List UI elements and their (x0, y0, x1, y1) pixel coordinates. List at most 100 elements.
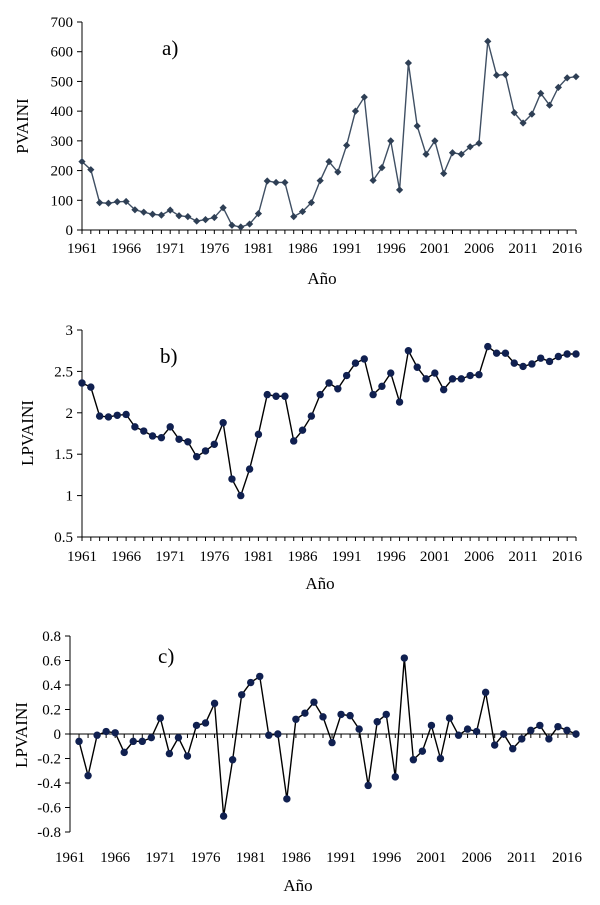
panel-a-data-point (201, 216, 210, 224)
panel-b-data-point (448, 375, 457, 383)
panel-c-data-point (364, 781, 372, 790)
panel-c-x-tick-label: 1996 (371, 850, 402, 866)
panel-c-data-point (228, 756, 237, 764)
panel-b-data-point (131, 423, 139, 431)
panel-b-data-point (307, 412, 316, 420)
panel-b-data-point (201, 447, 210, 455)
panel-b-data-point (316, 390, 324, 399)
panel-a-data-point (440, 169, 448, 178)
panel-c-data-point (174, 733, 183, 742)
panel-a-data-point (104, 199, 113, 207)
panel-b-data-point (140, 427, 148, 435)
panel-b-data-point (360, 355, 368, 363)
panel-b-data-point (334, 385, 342, 393)
panel-a-data-point (228, 221, 236, 229)
panel-c-label: c) (158, 644, 174, 668)
panel-a-x-tick-label: 1996 (376, 241, 407, 257)
panel-a-data-point (131, 206, 139, 214)
panel-b-data-point (184, 438, 192, 446)
panel-b-data-point (113, 411, 121, 419)
panel-b-data-point (290, 437, 298, 445)
panel-a-data-point (378, 164, 386, 172)
panel-b-data-point (378, 382, 386, 391)
panel-b-data-point (404, 347, 413, 355)
panel-c-data-point (527, 726, 535, 735)
panel-a-data-point (501, 70, 510, 79)
panel-c-data-point (310, 698, 318, 706)
panel-b-x-tick-label: 1966 (111, 549, 142, 565)
panel-a-data-point (96, 199, 104, 207)
panel-b-data-point (492, 349, 501, 357)
panel-a-x-tick-label: 2011 (508, 241, 537, 257)
panel-b-data-point (263, 390, 271, 399)
panel-a-data-point (272, 178, 280, 187)
panel-a-x-tick-label: 1981 (243, 241, 273, 257)
panel-c-data-point (93, 731, 101, 739)
panel-b-data-point (219, 419, 227, 427)
panel-b-data-point (545, 357, 554, 366)
panel-c-data-point (454, 731, 463, 739)
panel-c-y-tick-label: 0 (54, 727, 62, 743)
panel-c-x-tick-label: 1981 (236, 850, 266, 866)
panel-b-data-point (519, 362, 527, 371)
panel-b-data-point (298, 426, 307, 434)
panel-a-x-tick-label: 2016 (552, 241, 583, 257)
panel-a-data-point (563, 74, 571, 82)
panel-c-data-point (319, 713, 327, 721)
panel-b-data-point (87, 383, 95, 391)
panel-c-data-point (409, 756, 418, 764)
panel-b-data-point (78, 379, 86, 387)
panel-c-data-point (563, 726, 571, 735)
panel-c-y-tick-label: 0.4 (42, 678, 61, 694)
panel-a-data-point (431, 137, 439, 145)
panel-a-data-point (343, 141, 351, 149)
panel-a-x-tick-label: 1976 (199, 241, 230, 257)
panel-a-data-point (466, 143, 474, 151)
panel-b-data-point (192, 452, 201, 461)
panel-b-x-tick-label: 1986 (288, 549, 319, 565)
panel-b-x-tick-label: 1971 (155, 549, 185, 565)
panel-b-y-tick-label: 2.5 (54, 364, 73, 380)
panel-b-data-point (122, 410, 130, 419)
panel-b-data-point (281, 392, 289, 400)
panel-a-y-tick-label: 0 (66, 223, 74, 239)
panel-b-x-tick-label: 1981 (243, 549, 273, 565)
panel-c-data-point (201, 719, 210, 727)
panel-c-x-tick-label: 1971 (145, 850, 175, 866)
panel-c-data-point (147, 733, 156, 742)
panel-a-data-point (281, 178, 289, 187)
panel-b-y-tick-label: 1.5 (54, 447, 73, 463)
panel-b-data-point (475, 371, 483, 379)
panel-a-y-tick-label: 400 (51, 104, 74, 120)
panel-c-data-point (554, 722, 562, 731)
panel-a-data-point (493, 71, 501, 79)
panel-a-x-axis-label: Año (307, 269, 336, 288)
panel-b-x-tick-label: 2001 (420, 549, 450, 565)
panel-c-y-tick-label: -0.2 (37, 752, 61, 768)
panel-c-data-point (427, 721, 436, 730)
panel-c-data-point (111, 729, 119, 737)
panel-a-x-tick-label: 2001 (420, 241, 450, 257)
panel-a-x-tick-label: 1971 (155, 241, 185, 257)
panel-c-data-point (445, 714, 454, 722)
panel-b-y-axis-label: LPVAINI (18, 400, 37, 466)
panel-a-y-tick-label: 200 (51, 164, 74, 180)
panel-a-data-point (210, 213, 218, 222)
panel-c-data-point (481, 688, 490, 697)
panel-b-data-point (369, 390, 377, 399)
panel-c-data-point (192, 721, 201, 730)
panel-c-data-point (301, 709, 309, 717)
panel-a-data-point (193, 217, 201, 225)
panel-b-series-line (81, 345, 576, 498)
panel-a-data-point (148, 210, 157, 218)
panel-c-y-tick-label: 0.2 (42, 703, 61, 719)
panel-a-y-tick-label: 100 (51, 193, 74, 209)
panel-b-data-point (413, 363, 421, 371)
panel-a-data-point (246, 220, 254, 228)
panel-a-x-tick-label: 1986 (288, 241, 319, 257)
panel-c-data-point (346, 711, 354, 720)
panel-a-x-tick-label: 2006 (464, 241, 495, 257)
panel-c-data-point (129, 737, 137, 746)
panel-c-data-point (391, 773, 399, 781)
